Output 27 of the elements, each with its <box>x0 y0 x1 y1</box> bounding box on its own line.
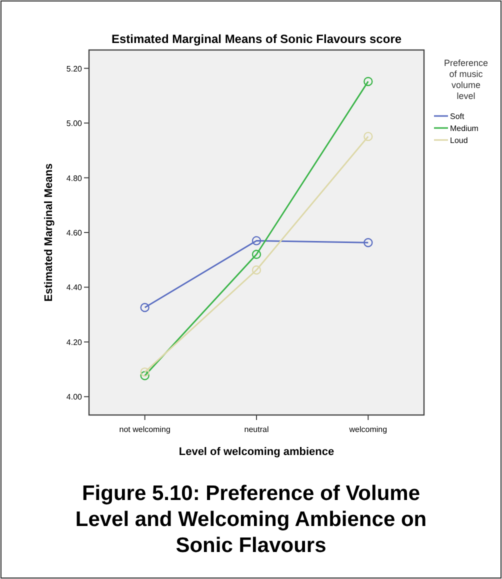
point <box>364 132 373 142</box>
y-tick-label: 5.20 <box>66 64 83 74</box>
caption: Figure 5.10: Preference of Volume Level and Welcoming Ambience on Sonic Flavours <box>75 482 427 557</box>
y-tick-label: 4.40 <box>66 283 83 292</box>
point <box>364 238 373 248</box>
legend-label: Soft <box>450 112 466 121</box>
x-tick-label: not welcoming <box>119 425 170 434</box>
y-tick-label: 4.20 <box>66 338 83 347</box>
legend-label: Loud <box>450 136 468 145</box>
legend-title: Preference of music volume level <box>444 58 488 101</box>
legend-label: Medium <box>450 124 479 133</box>
point <box>364 76 373 86</box>
x-tick-label: welcoming <box>348 425 388 434</box>
point <box>140 302 150 312</box>
point <box>140 367 150 377</box>
point <box>252 236 262 246</box>
y-tick-label: 4.00 <box>66 392 83 402</box>
point <box>140 371 150 380</box>
y-tick-label: 4.60 <box>66 228 83 238</box>
point <box>252 265 262 275</box>
y-tick-label: 4.80 <box>66 174 83 183</box>
y-tick-label: 5.00 <box>66 119 83 128</box>
point <box>252 250 262 259</box>
chart-title: Estimated Marginal Means of Sonic Flavours score <box>111 32 402 46</box>
x-axis-title: Level of welcoming ambience <box>178 446 334 458</box>
y-axis-title: Estimated Marginal Means <box>43 163 55 302</box>
x-tick-label: neutral <box>244 425 269 434</box>
